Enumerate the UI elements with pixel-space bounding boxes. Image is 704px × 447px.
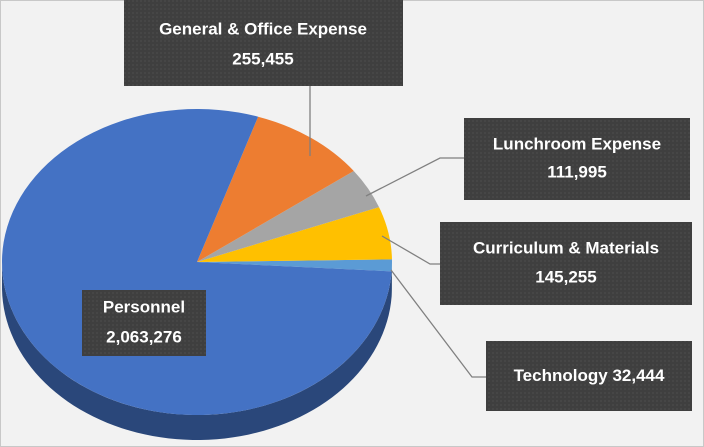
- slice: [197, 116, 354, 262]
- data-label: Personnel 2,063,276: [82, 290, 206, 356]
- label-box: [124, 0, 403, 86]
- category-label: General & Office Expense: [159, 19, 367, 38]
- slice: [197, 207, 392, 262]
- value-label: 111,995: [547, 162, 607, 181]
- category-label: Personnel: [103, 297, 185, 316]
- pie: [2, 108, 392, 440]
- slice-side: [2, 264, 392, 440]
- leader-line: [365, 157, 464, 197]
- label-box: [82, 290, 206, 356]
- data-label: Lunchroom Expense 111,995: [464, 118, 690, 200]
- value-label: 2,063,276: [106, 327, 182, 346]
- slice: [197, 259, 392, 272]
- leader-line: [381, 235, 440, 265]
- value-label: 32,444: [612, 366, 665, 385]
- data-label: Curriculum & Materials 145,255: [440, 222, 692, 305]
- value-label: 255,455: [232, 49, 293, 68]
- value-label: 145,255: [535, 267, 596, 286]
- data-label-text: Technology 32,444: [514, 366, 665, 385]
- category-label: Lunchroom Expense: [493, 134, 661, 153]
- leader-line: [390, 269, 486, 378]
- label-box: [486, 341, 692, 411]
- slice: [197, 171, 380, 262]
- data-label: General & Office Expense 255,455: [124, 0, 403, 86]
- label-box: [464, 118, 690, 200]
- label-box: [440, 222, 692, 305]
- data-label: Technology 32,444: [486, 341, 692, 411]
- category-label: Technology: [514, 366, 609, 385]
- category-label: Curriculum & Materials: [473, 238, 659, 257]
